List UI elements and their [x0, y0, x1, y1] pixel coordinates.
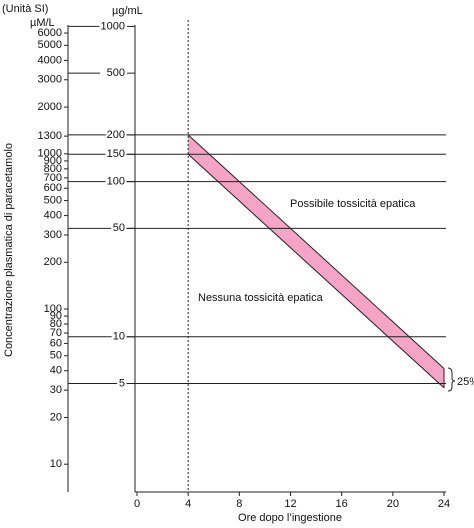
- band-area: [188, 134, 444, 388]
- y2-tick-label: 50: [50, 350, 62, 362]
- y2-tick-label: 1000: [38, 148, 62, 160]
- y2-tick-label: 10: [50, 458, 62, 470]
- y2-tick-label: 70: [50, 327, 62, 339]
- y-tick-label: 50: [113, 222, 125, 234]
- x-tick-label: 8: [236, 498, 242, 510]
- y2-tick-label: 60: [50, 337, 62, 349]
- y2-tick-label: 6000: [38, 27, 62, 39]
- y2-tick-label: 30: [50, 384, 62, 396]
- y-axis-title: Concentrazione plasmatica di paracetamol…: [3, 143, 15, 357]
- y2-tick-label: 80: [50, 318, 62, 330]
- brace: [447, 367, 456, 392]
- y2-tick-label: 200: [44, 256, 62, 268]
- y-tick-label: 150: [107, 148, 125, 160]
- x-tick-label: 12: [284, 498, 296, 510]
- y2-tick-label: 900: [44, 155, 62, 167]
- y2-tick-label: 3000: [38, 74, 62, 86]
- y2-header: (Unità SI): [2, 3, 48, 15]
- x-tick-label: 20: [387, 498, 399, 510]
- y2-tick-label: 300: [44, 229, 62, 241]
- y2-tick-label: 4000: [38, 54, 62, 66]
- band-edge-upper: [187, 134, 445, 369]
- y2-tick-label: 5000: [38, 39, 62, 51]
- y2-tick-label: 800: [44, 163, 62, 175]
- annotation: Nessuna tossicità epatica: [198, 292, 324, 304]
- x-axis-title: Ore dopo l’ingestione: [238, 512, 342, 524]
- y2-tick-label: 1300: [38, 130, 62, 142]
- band-edge-lower: [187, 153, 445, 389]
- y2-tick-label: 40: [50, 365, 62, 377]
- x-tick-label: 16: [336, 498, 348, 510]
- y2-tick-label: 500: [44, 194, 62, 206]
- y2-tick-label: 400: [44, 209, 62, 221]
- y-tick-label: 200: [107, 129, 125, 141]
- y-unit: µg/mL: [112, 5, 143, 17]
- y2-tick-label: 600: [44, 182, 62, 194]
- y-tick-label: 500: [107, 67, 125, 79]
- y2-tick-label: 2000: [38, 101, 62, 113]
- y2-tick-label: 90: [50, 310, 62, 322]
- y2-tick-label: 20: [50, 411, 62, 423]
- x-tick-label: 0: [134, 498, 140, 510]
- y-tick-label: 5: [119, 377, 125, 389]
- y-tick-label: 100: [107, 176, 125, 188]
- y2-tick-label: 100: [44, 303, 62, 315]
- annotation: 25%: [457, 376, 474, 388]
- y-tick-label: 10: [113, 331, 125, 343]
- y2-unit: µM/L: [30, 17, 55, 29]
- y2-tick-label: 700: [44, 172, 62, 184]
- annotation: Possibile tossicità epatica: [290, 198, 416, 210]
- x-tick-label: 24: [438, 498, 450, 510]
- y-tick-label: 1000: [101, 20, 125, 32]
- x-tick-label: 4: [185, 498, 191, 510]
